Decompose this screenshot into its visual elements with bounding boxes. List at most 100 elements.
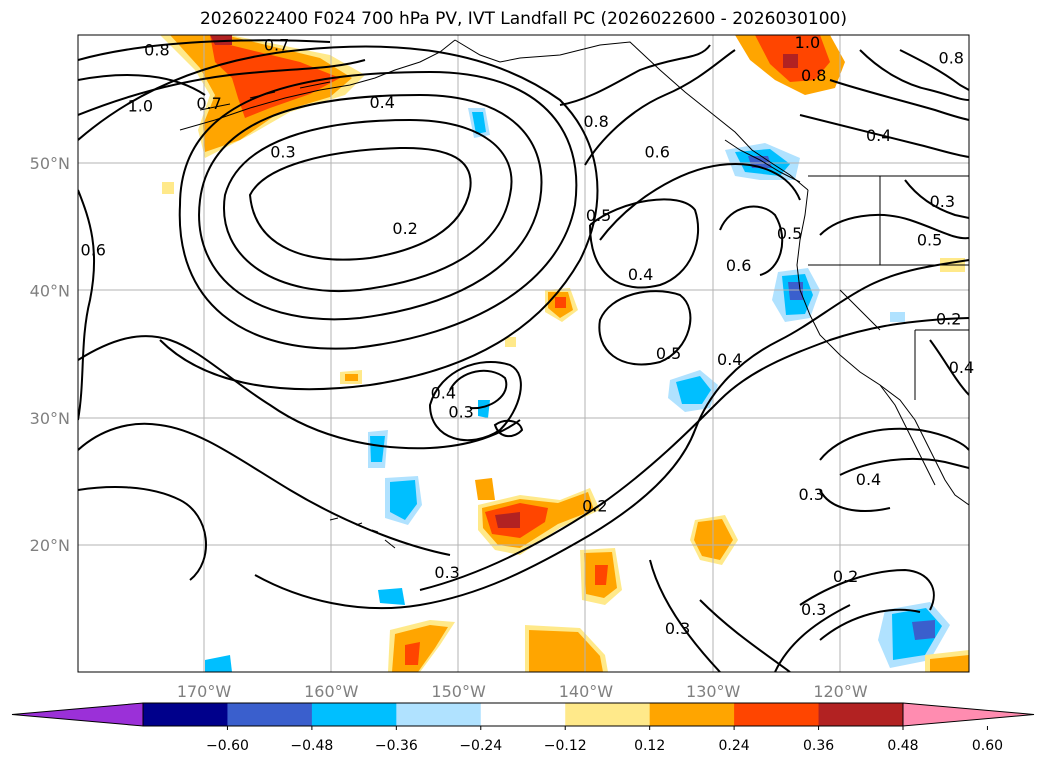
contour-label: 0.4: [431, 383, 456, 402]
contour-label: 0.3: [270, 143, 295, 162]
contour-line: [719, 205, 784, 276]
contour-line: [493, 419, 524, 438]
shaded-anomaly-patches: [160, 35, 969, 672]
negative-anomaly-patch: [676, 376, 711, 404]
contour-label: 0.5: [917, 230, 942, 249]
contour-label: 0.5: [656, 344, 681, 363]
contour-line: [78, 422, 451, 556]
colorbar-segment: [480, 703, 566, 726]
coastline-alaska-peninsula: [179, 39, 456, 131]
positive-anomaly-patch: [210, 35, 232, 45]
colorbar-tick-label: 0.12: [634, 738, 665, 754]
negative-anomaly-patch: [890, 312, 905, 322]
longitude-label: 120°W: [813, 682, 868, 701]
latitude-label: 50°N: [30, 154, 70, 173]
figure-title: 2026022400 F024 700 hPa PV, IVT Landfall…: [199, 9, 847, 29]
contour-label: 0.4: [628, 265, 653, 284]
contour-label: 0.4: [369, 93, 394, 112]
contour-label: 0.4: [856, 470, 881, 489]
contour-line: [419, 317, 969, 591]
contour-line: [589, 198, 700, 289]
colorbar-extension-low: [11, 702, 144, 727]
negative-anomaly-patch: [378, 588, 405, 605]
coastline-us-west: [796, 189, 969, 506]
contour-line: [699, 599, 791, 672]
contour-line: [559, 44, 711, 106]
coastline-bc-islands: [724, 139, 801, 183]
contour-labels: 0.8 0.71.0 0.7 0.40.30.80.61.00.80.80.40.20…: [81, 33, 975, 638]
map-frame: [77, 34, 970, 673]
latitude-label: 20°N: [30, 536, 70, 555]
colorbar-outline: [142, 702, 904, 727]
colorbar-tick-label: 0.36: [803, 738, 834, 754]
contour-line: [899, 49, 969, 91]
positive-anomaly-patch: [595, 565, 608, 585]
longitude-label: 130°W: [686, 682, 741, 701]
contour-label: 0.3: [798, 485, 823, 504]
contour-line: [78, 45, 599, 391]
gridlines: [78, 35, 969, 672]
positive-anomaly-patch: [210, 35, 340, 118]
contour-label: 0.6: [81, 241, 106, 260]
contour-line: [819, 608, 921, 641]
contour-label: 0.6: [726, 256, 751, 275]
negative-anomaly-patch: [390, 480, 417, 520]
contour-label: 0.8: [144, 41, 169, 60]
contour-line: [198, 93, 543, 321]
contour-line: [819, 489, 891, 512]
contour-line: [774, 604, 851, 672]
latitude-label: 40°N: [30, 281, 70, 300]
contour-label: 0.3: [930, 192, 955, 211]
coastline-alaska-south: [454, 39, 809, 191]
contour-line: [799, 568, 935, 611]
negative-anomaly-patch: [205, 655, 232, 672]
colorbar-tick-label: 0.48: [887, 738, 918, 754]
contour-label: 0.4: [949, 358, 974, 377]
positive-anomaly-patch: [405, 642, 420, 665]
contour-line: [248, 146, 472, 261]
contour-label: 0.2: [582, 497, 607, 516]
negative-anomaly-patch: [912, 620, 935, 640]
contour-label: 0.8: [939, 48, 964, 67]
coastlines: [179, 39, 969, 549]
contour-label: 0.4: [866, 126, 891, 145]
contour-label: 0.7: [196, 94, 221, 113]
negative-anomaly-patch: [478, 400, 490, 418]
contour-label: 1.0: [795, 33, 820, 52]
contour-label: 0.7: [264, 36, 289, 55]
colorbar-segment: [734, 703, 820, 726]
colorbar-segment: [143, 703, 228, 726]
positive-anomaly-patch: [783, 54, 798, 68]
contour-line: [428, 360, 522, 442]
positive-anomaly-patch: [475, 478, 495, 500]
contour-line: [829, 79, 969, 121]
colorbar-tick-label: −0.36: [375, 738, 418, 754]
longitude-label: 150°W: [431, 682, 486, 701]
longitude-label: 160°W: [304, 682, 359, 701]
colorbar-tick-label: −0.60: [206, 738, 249, 754]
positive-anomaly-patch: [345, 374, 358, 381]
contour-label: 0.2: [936, 309, 961, 328]
contour-line: [254, 259, 969, 610]
contour-label: 0.3: [665, 619, 690, 638]
contour-line: [222, 118, 513, 292]
contour-label: 0.3: [434, 563, 459, 582]
contour-line: [929, 339, 969, 396]
positive-anomaly-patch: [505, 337, 516, 347]
contour-label: 0.6: [644, 143, 669, 162]
contour-line: [859, 49, 969, 101]
contour-line: [904, 179, 969, 219]
contour-line: [78, 74, 206, 96]
negative-anomaly-patch: [472, 112, 486, 134]
positive-anomaly-patch: [930, 655, 969, 672]
colorbar-extension-high: [902, 702, 1035, 727]
positive-anomaly-patch: [555, 297, 566, 308]
pv-contours: [78, 39, 969, 672]
contour-line: [819, 214, 969, 240]
contour-line: [78, 189, 96, 421]
colorbar-tick-label: −0.24: [459, 738, 502, 754]
contour-line: [78, 486, 207, 581]
contour-line: [598, 290, 692, 366]
contour-label: 0.5: [777, 224, 802, 243]
